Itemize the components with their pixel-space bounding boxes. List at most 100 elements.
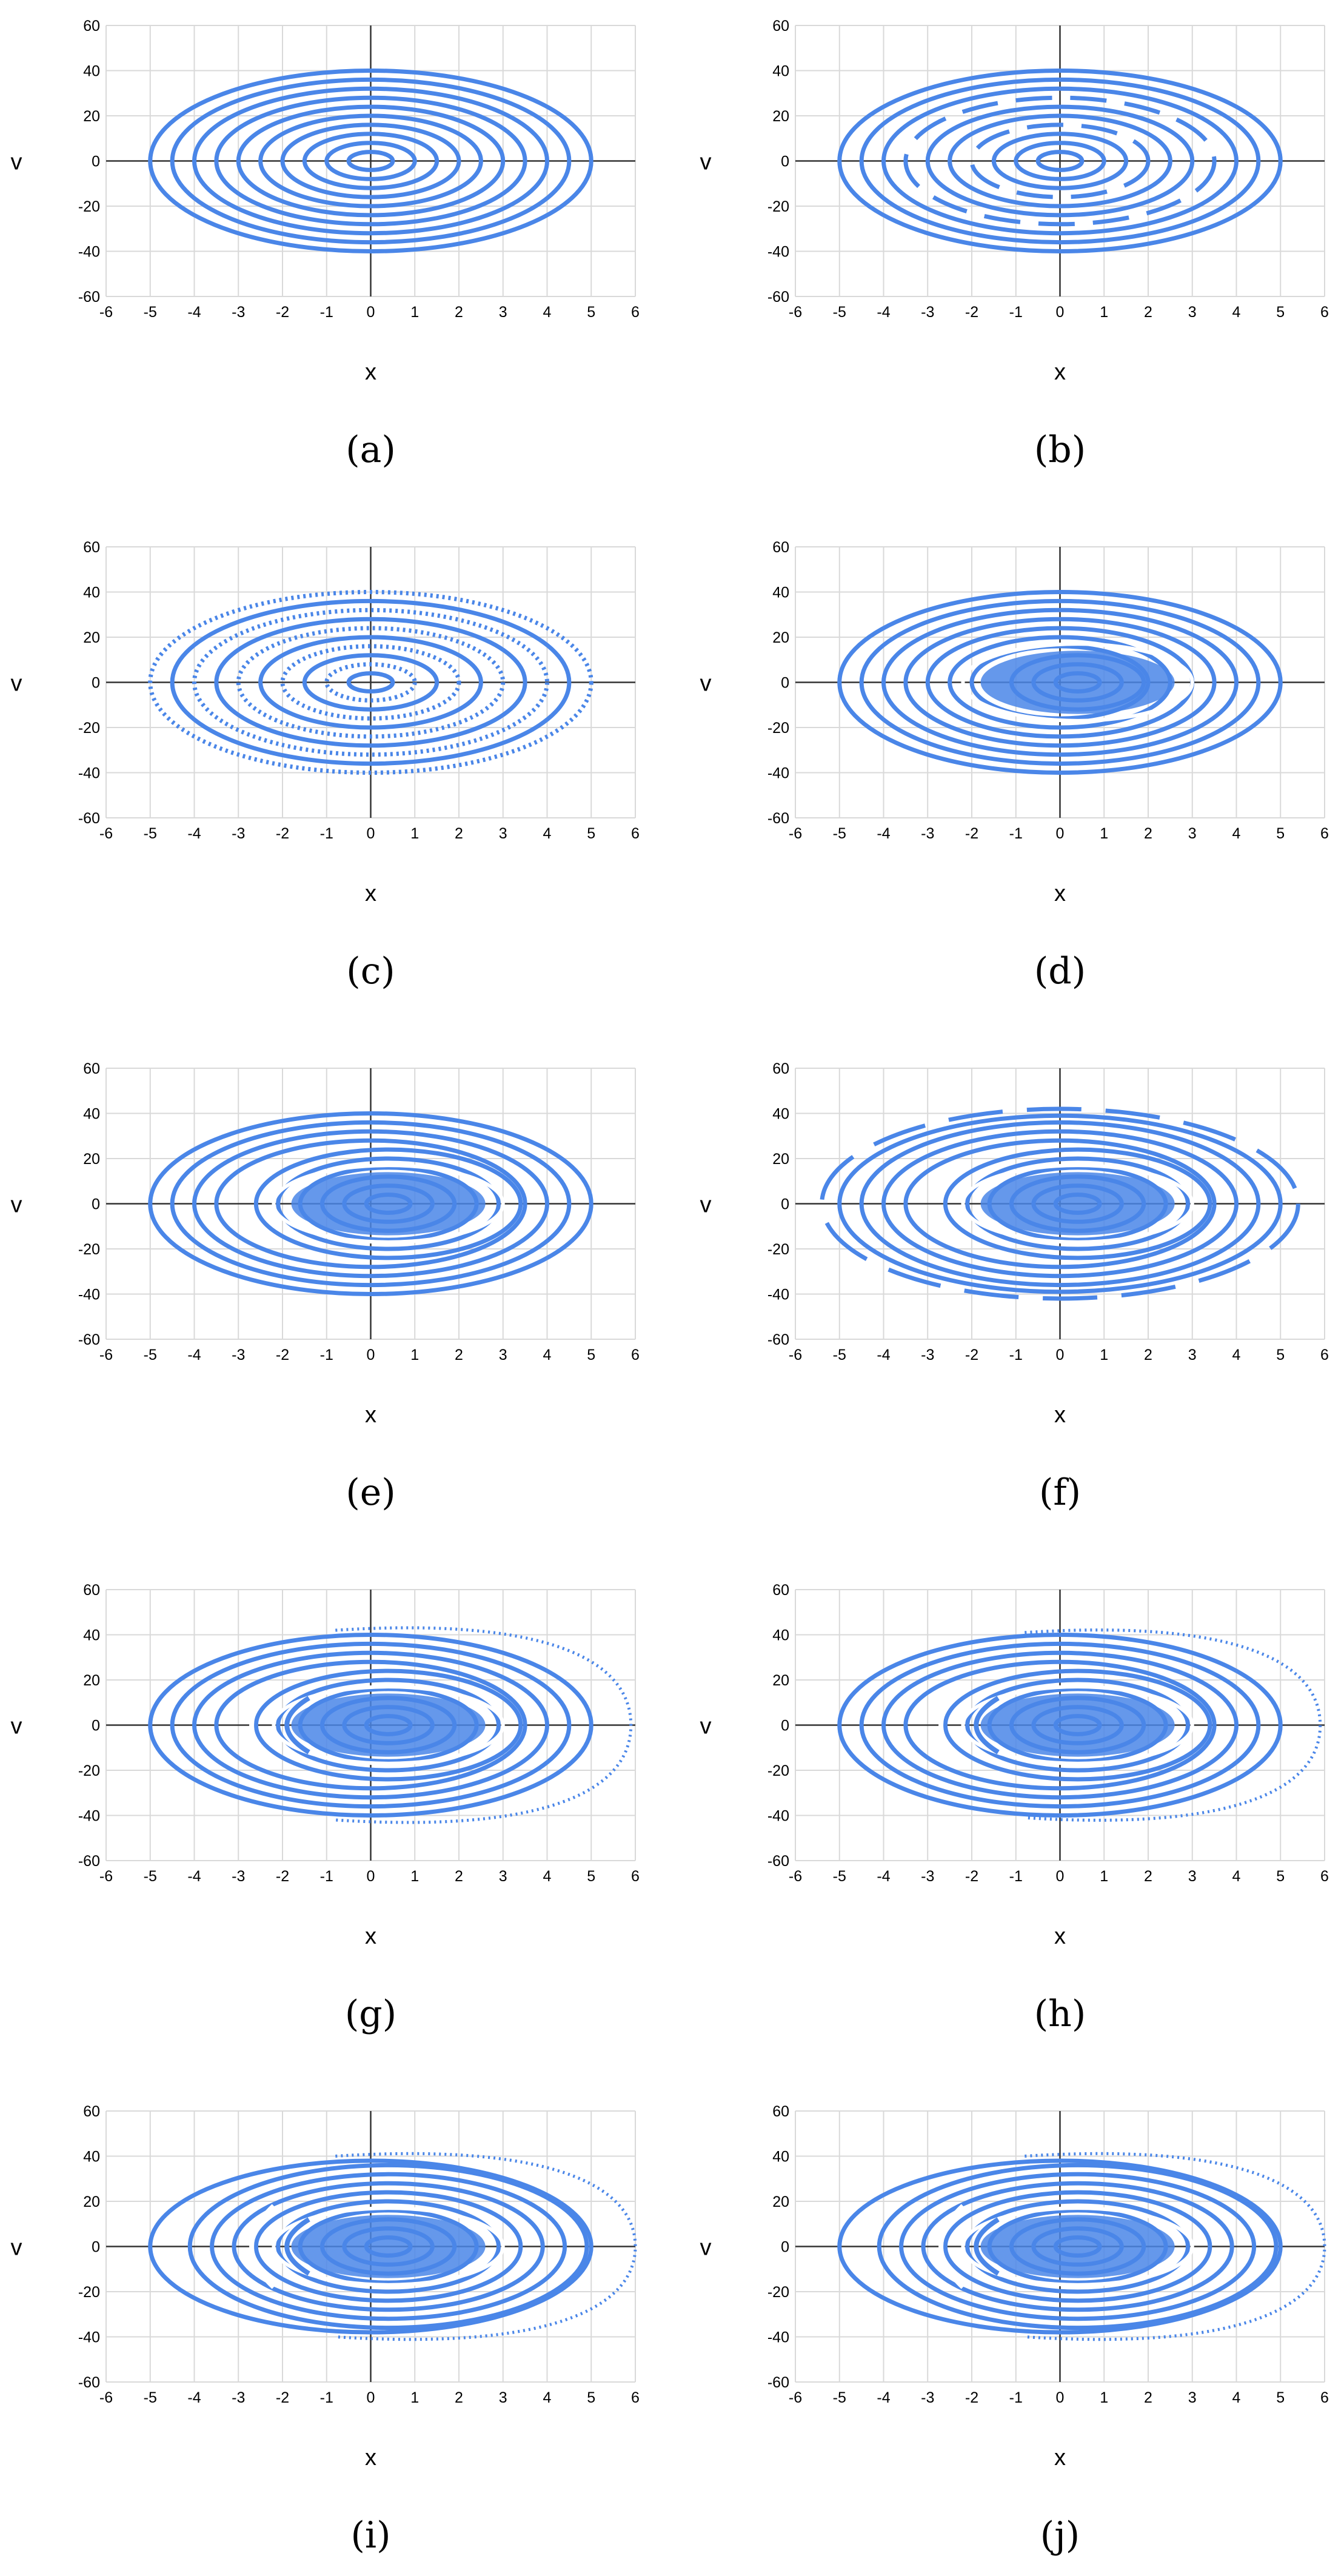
x-tick-label: 3 xyxy=(499,1868,507,1885)
x-tick-label: 1 xyxy=(410,304,419,321)
x-tick-label: -6 xyxy=(99,1868,113,1885)
y-tick-label: -40 xyxy=(767,765,789,782)
x-tick-label: 4 xyxy=(1232,2389,1241,2406)
series-i xyxy=(148,2152,637,2341)
x-tick-label: 4 xyxy=(543,2389,552,2406)
escape-arc xyxy=(335,1626,633,1824)
x-tick-label: 0 xyxy=(367,2389,375,2406)
x-tick-label: 5 xyxy=(587,825,595,842)
orbit xyxy=(192,1650,549,1800)
orbit xyxy=(820,1106,1300,1301)
island-gap xyxy=(272,2206,505,2287)
orbit xyxy=(276,1678,501,1773)
orbit xyxy=(948,113,1172,209)
x-tick-label: -2 xyxy=(276,304,289,321)
y-tick-label: 0 xyxy=(781,2239,789,2256)
orbit xyxy=(881,86,1239,236)
x-tick-label: 3 xyxy=(1188,2389,1197,2406)
y-tick-label: -40 xyxy=(767,1808,789,1825)
x-axis-label: x xyxy=(365,1402,376,1428)
orbit xyxy=(253,1668,523,1782)
y-tick-label: 40 xyxy=(83,1627,100,1644)
orbit xyxy=(258,635,483,730)
x-tick-label: 5 xyxy=(1276,304,1285,321)
y-tick-label: 0 xyxy=(781,153,789,170)
y-tick-label: 20 xyxy=(772,2193,789,2210)
y-tick-label: 60 xyxy=(83,539,100,556)
x-tick-label: 4 xyxy=(1232,1868,1241,1885)
orbit xyxy=(881,607,1239,757)
panel-j: 60 40 20 0 -20 -40 -60-6 -5 -4 -3 -2 -1 0 1 2 3 4 5 6 x v (j) xyxy=(700,2103,1329,2557)
x-axis-label: x xyxy=(1054,2445,1066,2471)
y-tick-label: 0 xyxy=(92,1718,100,1735)
island-gap xyxy=(272,1685,505,1765)
x-tick-label: 4 xyxy=(543,1347,552,1363)
x-tick-label: -3 xyxy=(921,304,934,321)
panel-a: 60 40 20 0 -20 -40 -60-6 -5 -4 -3 -2 -1 0 1 2 3 4 5 6 x v (a) xyxy=(11,18,640,471)
series-g xyxy=(148,1626,633,1824)
x-tick-label: 3 xyxy=(499,825,507,842)
orbit xyxy=(969,122,1151,199)
orbit xyxy=(170,598,572,766)
y-tick-label: -20 xyxy=(767,1762,789,1779)
orbit xyxy=(1014,141,1106,181)
x-tick-label: 0 xyxy=(367,825,375,842)
x-tick-label: -4 xyxy=(877,1868,890,1885)
orbit xyxy=(170,77,572,245)
x-tick-label: -3 xyxy=(921,1868,934,1885)
x-tick-label: -6 xyxy=(789,825,802,842)
y-axis-label: v xyxy=(700,1193,712,1218)
orbit xyxy=(859,77,1261,245)
y-tick-label: -60 xyxy=(78,810,100,827)
x-tick-label: -4 xyxy=(187,1868,201,1885)
y-tick-label: -60 xyxy=(78,1331,100,1348)
panel-caption: (h) xyxy=(1034,1993,1086,2035)
x-tick-label: -4 xyxy=(187,825,201,842)
x-tick-label: 6 xyxy=(631,304,640,321)
orbit xyxy=(346,150,395,172)
x-tick-label: -1 xyxy=(1009,1868,1023,1885)
x-tick-label: -5 xyxy=(833,1868,846,1885)
y-axis-label: v xyxy=(11,150,22,175)
orbit xyxy=(236,626,506,739)
y-tick-label: -40 xyxy=(78,2329,100,2346)
x-tick-label: 5 xyxy=(587,2389,595,2406)
y-tick-label: 0 xyxy=(92,2239,100,2256)
y-tick-label: 60 xyxy=(772,18,789,35)
orbit xyxy=(148,1111,593,1296)
y-axis-label: v xyxy=(700,150,712,175)
x-tick-label: -3 xyxy=(232,825,245,842)
orbit xyxy=(925,104,1195,218)
orbit xyxy=(192,86,549,236)
y-tick-label: -20 xyxy=(78,1241,100,1258)
panel-c: 60 40 20 0 -20 -40 -60-6 -5 -4 -3 -2 -1 0 1 2 3 4 5 6 x v (c) xyxy=(11,539,640,992)
orbit xyxy=(276,1156,501,1251)
y-tick-label: -40 xyxy=(767,2329,789,2346)
crescent-orbit xyxy=(284,1696,310,1755)
orbit xyxy=(214,1138,527,1270)
y-tick-label: 60 xyxy=(772,1060,789,1077)
x-tick-label: 2 xyxy=(455,1868,463,1885)
panel-caption: (d) xyxy=(1034,950,1086,992)
panel-caption: (g) xyxy=(345,1993,396,2035)
orbit xyxy=(170,1120,572,1288)
y-tick-label: 40 xyxy=(772,63,789,80)
x-tick-label: 1 xyxy=(1100,304,1108,321)
x-tick-label: 4 xyxy=(1232,1347,1241,1363)
y-tick-label: -40 xyxy=(78,244,100,261)
y-axis-label: v xyxy=(700,671,712,697)
x-tick-label: -5 xyxy=(144,2389,157,2406)
x-tick-label: -5 xyxy=(144,825,157,842)
y-tick-label: -20 xyxy=(767,1241,789,1258)
y-tick-label: -40 xyxy=(767,1286,789,1303)
y-tick-label: -20 xyxy=(78,720,100,737)
x-tick-label: 3 xyxy=(1188,825,1197,842)
series-b xyxy=(837,69,1283,253)
x-tick-label: -2 xyxy=(276,825,289,842)
orbit xyxy=(192,1129,549,1279)
x-tick-label: 0 xyxy=(1056,1868,1065,1885)
island-gap xyxy=(961,1685,1194,1765)
x-axis-label: x xyxy=(1054,881,1066,906)
y-axis-label: v xyxy=(11,2235,22,2261)
